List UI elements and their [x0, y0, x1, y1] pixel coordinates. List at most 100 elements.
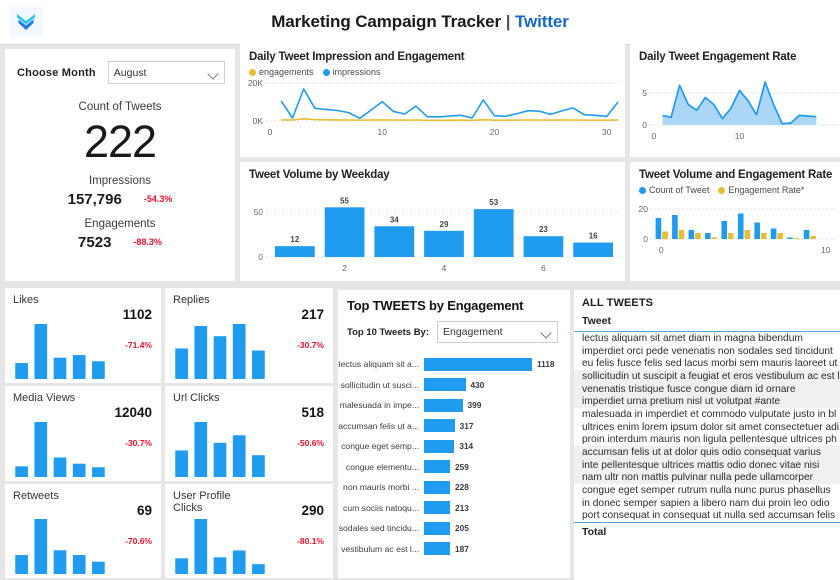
all-tweets-row[interactable]: congue eget semper rutrum nulla nunc pur…: [582, 485, 836, 522]
top-tweet-bar-row[interactable]: cum sociis natoqu... 213: [338, 498, 570, 519]
kpi-card-delta: -50.6%: [297, 438, 324, 448]
kpi-card-media-views[interactable]: Media Views 12040 -30.7%: [5, 386, 161, 481]
choose-month-row: Choose Month August: [5, 49, 235, 84]
svg-text:0: 0: [642, 120, 647, 130]
top-tweet-bar-row[interactable]: lectus aliquam sit a... 1118: [338, 354, 570, 375]
all-tweets-row[interactable]: accumsan felis ut at dolor quis odio con…: [574, 446, 840, 484]
top-tweet-value: 259: [455, 461, 469, 472]
top-tweet-label: cum sociis natoqu...: [343, 502, 419, 513]
kpi-card-replies[interactable]: Replies 217 -30.7%: [165, 288, 333, 383]
tweet-volume-engagement-legend: Count of Tweet Engagement Rate*: [630, 181, 840, 195]
svg-text:12: 12: [290, 235, 299, 244]
top-tweet-label: non mauris morbi ...: [343, 482, 419, 493]
top-tweets-filter-row: Top 10 Tweets By: Engagement: [338, 313, 570, 343]
svg-text:30: 30: [602, 127, 612, 137]
top-tweet-bar-row[interactable]: non mauris morbi ... 228: [338, 477, 570, 498]
top-tweet-bar-row[interactable]: congue eget semp... 314: [338, 436, 570, 457]
svg-text:10: 10: [735, 131, 745, 141]
tweet-volume-engagement-rate-chart: Tweet Volume and Engagement Rate Count o…: [630, 162, 840, 281]
top-tweet-value: 430: [470, 379, 485, 390]
top-tweet-bar: [424, 521, 450, 535]
v-logo-glyph: [17, 14, 35, 30]
daily-engagement-rate-title: Daily Tweet Engagement Rate: [639, 51, 797, 63]
month-select[interactable]: August: [107, 61, 225, 84]
all-tweets-row[interactable]: sollicitudin ut suscipit a feugiat et er…: [574, 370, 840, 408]
kpi-card-value: 69: [136, 503, 152, 518]
kpi-card-url-clicks[interactable]: Url Clicks 518 -50.6%: [165, 386, 333, 481]
top-tweet-label: vestibulum ac est l...: [341, 543, 419, 554]
choose-month-label: Choose Month: [17, 66, 96, 79]
all-tweets-list[interactable]: lectus aliquam sit amet diam in magna bi…: [574, 332, 840, 522]
all-tweets-row[interactable]: malesuada in imperdiet et commodo vulput…: [582, 409, 840, 446]
top-tweet-value: 317: [459, 420, 474, 431]
top-tweet-bar: [424, 378, 466, 392]
chevron-down-icon: [209, 70, 219, 76]
legend-item-impressions[interactable]: impressions: [322, 67, 381, 77]
kpi-card-likes[interactable]: Likes 1102 -71.4%: [5, 288, 161, 383]
kpi-card-title: Replies: [173, 294, 210, 306]
svg-text:5: 5: [642, 88, 647, 98]
kpi-card-sparkline: [15, 422, 105, 477]
legend-label-engagement-rate: Engagement Rate*: [728, 185, 805, 195]
tweet-volume-engagement-plot: 0 20 0 10: [639, 204, 835, 255]
svg-text:0: 0: [258, 252, 263, 262]
top-tweet-bar-row[interactable]: vestibulum ac est l... 187: [338, 539, 570, 560]
kpi-card-title: Retweets: [13, 490, 59, 502]
chevron-down-icon: [542, 329, 552, 335]
legend-item-count-of-tweet[interactable]: Count of Tweet: [639, 185, 709, 195]
legend-label-count-of-tweet: Count of Tweet: [649, 185, 710, 195]
kpi-card-user-profile-clicks[interactable]: User Profile Clicks 290 -80.1%: [165, 484, 333, 578]
top-tweet-bar: [424, 357, 532, 371]
kpi-card-delta: -71.4%: [125, 340, 152, 350]
top-tweet-bar: [424, 439, 455, 453]
kpi-card-delta: -30.7%: [125, 438, 152, 448]
legend-swatch-engagement-rate: [718, 186, 726, 194]
top-tweets-select[interactable]: Engagement: [437, 321, 558, 343]
svg-text:2: 2: [342, 263, 347, 273]
app-header: Marketing Campaign Tracker | Twitter: [0, 0, 840, 45]
all-tweets-row[interactable]: lectus aliquam sit amet diam in magna bi…: [582, 333, 838, 370]
top-tweet-bar-row[interactable]: sollicitudin ut susci... 430: [338, 375, 570, 396]
kpi-card-sparkline: [15, 324, 105, 379]
svg-text:29: 29: [440, 220, 449, 229]
svg-text:20: 20: [639, 204, 649, 214]
count-of-tweets-block: Count of Tweets 222: [5, 101, 235, 167]
top-tweet-bar-row[interactable]: accumsan felis ut a... 317: [338, 416, 570, 437]
page-title-separator: |: [505, 12, 511, 31]
kpi-card-sparkline: [175, 422, 265, 477]
legend-item-engagement-rate[interactable]: Engagement Rate*: [718, 185, 804, 195]
legend-label-engagements: engagements: [259, 67, 314, 77]
svg-text:34: 34: [390, 215, 399, 224]
impressions-block: Impressions 157,796 -54.3%: [5, 175, 235, 208]
tweet-volume-weekday-plot: 0 50 12 55 34 29 53 23 16 2 4 6: [254, 196, 620, 273]
engagements-block: Engagements 7523 -88.3%: [5, 218, 235, 251]
legend-item-engagements[interactable]: engagements: [249, 67, 314, 77]
top-tweets-title: Top TWEETS by Engagement: [347, 298, 524, 313]
engagements-delta: -88.3%: [133, 237, 162, 248]
top-tweet-bar-row[interactable]: malesuada in impe... 399: [338, 395, 570, 416]
svg-text:55: 55: [340, 196, 349, 205]
impressions-label: Impressions: [89, 174, 151, 187]
svg-text:50: 50: [254, 207, 264, 217]
kpi-card-retweets[interactable]: Retweets 69 -70.6%: [5, 484, 161, 578]
top-tweets-bar-list: lectus aliquam sit a... 1118 sollicitudin …: [338, 354, 570, 559]
top-tweet-bar: [424, 398, 463, 412]
top-tweet-label: congue eget semp...: [341, 441, 419, 452]
count-of-tweets-label: Count of Tweets: [78, 101, 162, 113]
kpi-card-title: Media Views: [13, 392, 76, 404]
all-tweets-panel: ALL TWEETS Tweet lectus aliquam sit amet…: [574, 290, 840, 580]
top-tweet-bar-row[interactable]: congue elementu... 259: [338, 457, 570, 478]
svg-text:0: 0: [659, 245, 664, 255]
tweet-volume-weekday-chart: Tweet Volume by Weekday 0 50 12 55 34 29 53 23 1…: [240, 162, 625, 281]
tweet-volume-engagement-title: Tweet Volume and Engagement Rate: [639, 169, 833, 181]
impressions-value: 157,796: [67, 190, 122, 208]
svg-text:4: 4: [442, 263, 447, 273]
kpi-card-sparkline: [15, 519, 105, 574]
top-tweet-bar-row[interactable]: sodales sed tincidu... 205: [338, 518, 570, 539]
all-tweets-heading: ALL TWEETS: [582, 297, 654, 309]
top-tweet-bar: [424, 542, 450, 556]
daily-impression-plot: 0K 20K 0 10 20 30: [248, 78, 621, 137]
all-tweets-column-header[interactable]: Tweet: [574, 309, 840, 332]
daily-impression-legend: engagements impressions: [240, 63, 625, 77]
